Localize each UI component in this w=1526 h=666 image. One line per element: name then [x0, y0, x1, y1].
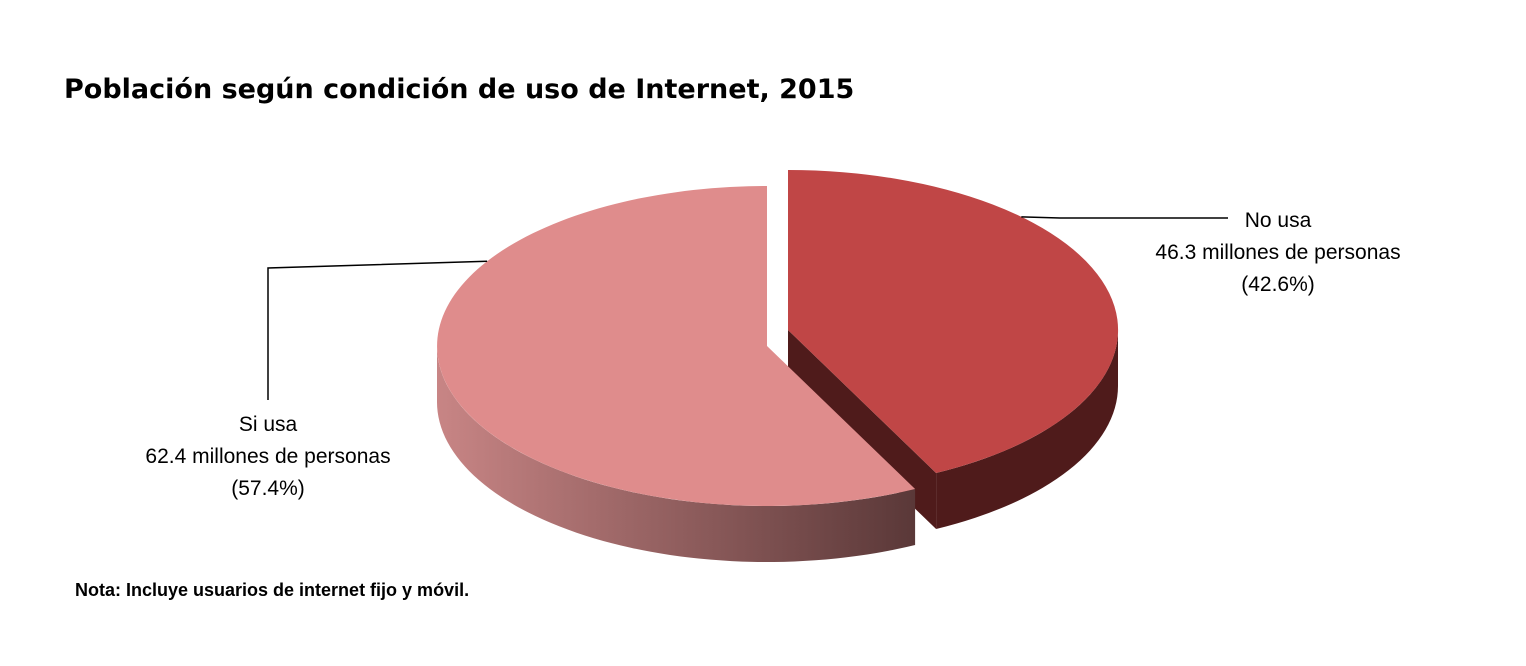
- leader-line-no-usa: [1021, 216, 1228, 219]
- leader-line-si-usa: [267, 260, 488, 400]
- label-si-usa-value: 62.4 millones de personas: [145, 445, 390, 468]
- label-si-usa-percent: (57.4%): [231, 477, 305, 500]
- chart-note: Nota: Incluye usuarios de internet fijo …: [75, 580, 470, 600]
- label-si-usa-name: Si usa: [239, 413, 298, 436]
- slice-no-usa-side: [936, 330, 1119, 529]
- slice-si-usa: [437, 186, 916, 506]
- slice-si-usa-side: [436, 346, 916, 563]
- label-no-usa-value: 46.3 millones de personas: [1155, 241, 1400, 264]
- label-no-usa-percent: (42.6%): [1241, 273, 1315, 296]
- label-no-usa-name: No usa: [1245, 209, 1312, 232]
- slice-no-usa: [788, 170, 1119, 473]
- chart-title: Población según condición de uso de Inte…: [64, 74, 855, 105]
